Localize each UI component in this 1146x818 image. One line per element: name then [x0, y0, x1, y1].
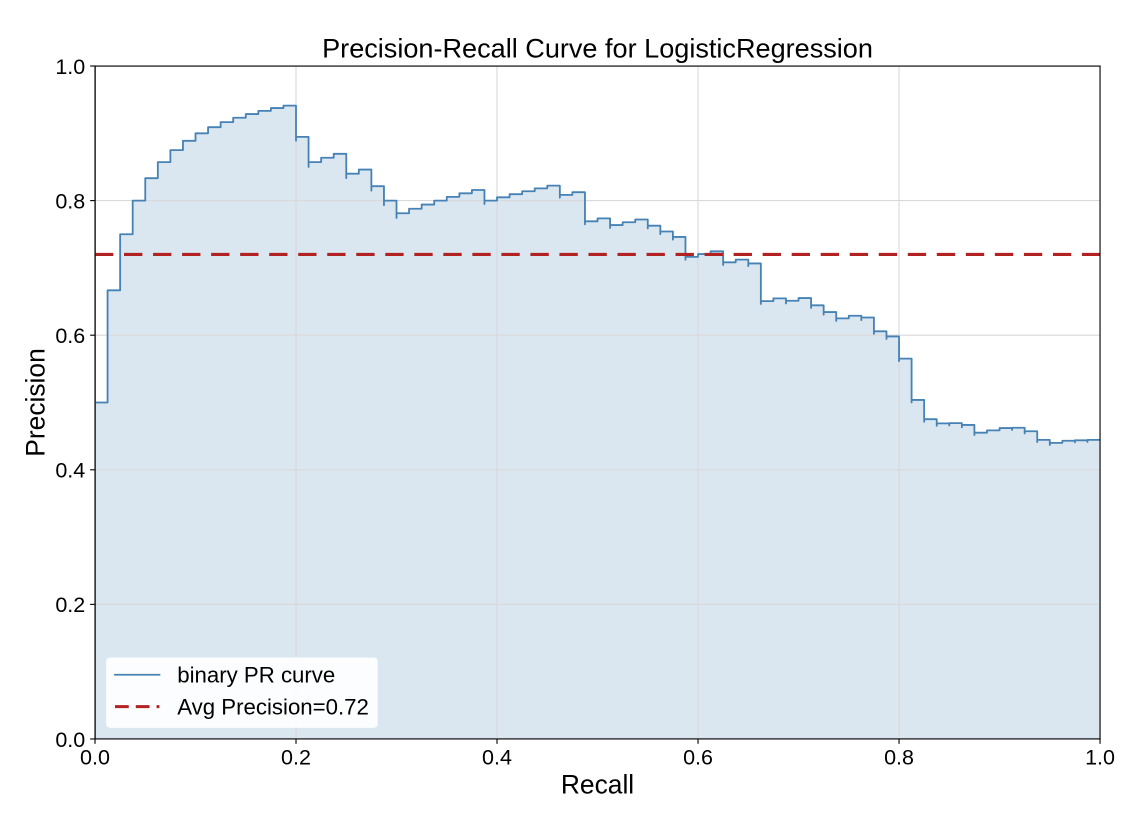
svg-text:binary PR curve: binary PR curve — [177, 663, 335, 688]
svg-text:0.2: 0.2 — [55, 593, 85, 617]
svg-text:1.0: 1.0 — [55, 55, 85, 79]
svg-text:Precision: Precision — [20, 348, 50, 456]
svg-text:0.8: 0.8 — [884, 745, 914, 769]
svg-text:Avg Precision=0.72: Avg Precision=0.72 — [177, 694, 369, 719]
svg-text:0.4: 0.4 — [482, 745, 512, 769]
svg-text:Recall: Recall — [561, 769, 634, 799]
svg-text:0.0: 0.0 — [55, 728, 85, 752]
svg-text:0.4: 0.4 — [55, 459, 85, 483]
svg-text:0.2: 0.2 — [281, 745, 311, 769]
svg-text:0.6: 0.6 — [683, 745, 713, 769]
svg-text:1.0: 1.0 — [1085, 745, 1115, 769]
svg-text:0.6: 0.6 — [55, 324, 85, 348]
svg-text:Precision-Recall Curve for Log: Precision-Recall Curve for LogisticRegre… — [322, 33, 873, 64]
svg-text:0.8: 0.8 — [55, 189, 85, 213]
